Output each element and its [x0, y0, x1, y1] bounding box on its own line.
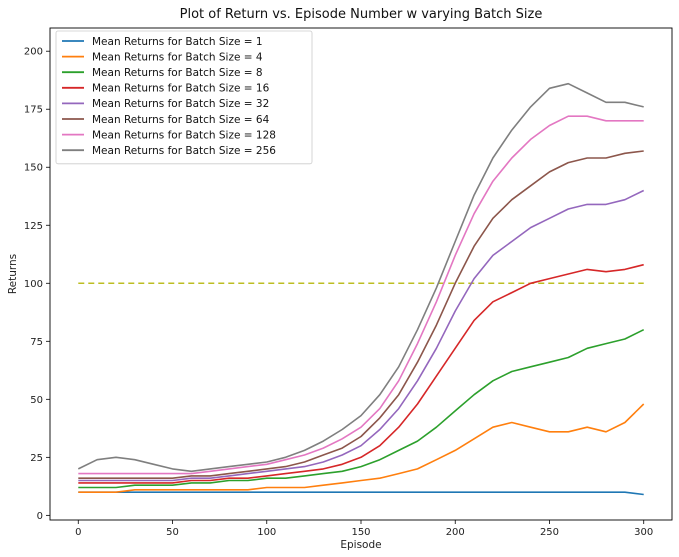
x-tick-label: 100 — [257, 527, 276, 538]
series-line-1 — [78, 491, 644, 496]
series-line-8 — [77, 82, 644, 473]
x-tick-label: 150 — [351, 527, 370, 538]
y-axis-title: Returns — [7, 254, 19, 294]
y-tick-label: 25 — [30, 453, 43, 464]
series-line-2 — [78, 403, 645, 494]
legend-entry: Mean Returns for Batch Size = 8 — [92, 67, 263, 79]
series-group — [77, 82, 645, 496]
y-tick-label: 75 — [30, 337, 43, 348]
legend-entry: Mean Returns for Batch Size = 32 — [92, 98, 269, 110]
x-tick-label: 250 — [540, 527, 559, 538]
y-tick-label: 200 — [24, 47, 43, 58]
series-line-7 — [78, 115, 644, 475]
y-tick-label: 0 — [37, 511, 43, 522]
x-axis-title: Episode — [340, 539, 381, 551]
legend-box — [55, 30, 313, 165]
legend-entry: Mean Returns for Batch Size = 16 — [92, 83, 270, 95]
chart-title: Plot of Return vs. Episode Number w vary… — [180, 7, 543, 22]
y-tick-label: 150 — [24, 163, 43, 174]
y-tick-label: 50 — [30, 395, 43, 406]
plot-area — [77, 82, 645, 496]
legend-entry: Mean Returns for Batch Size = 256 — [92, 145, 276, 157]
series-line-4 — [78, 263, 644, 484]
y-tick-label: 175 — [24, 105, 43, 116]
series-line-3 — [78, 328, 645, 489]
legend-entry: Mean Returns for Batch Size = 4 — [92, 51, 263, 63]
axes: 0 50 100 150 200 250 300 0 25 50 75 100 125 150 175 200 — [24, 47, 653, 538]
legend-entry: Mean Returns for Batch Size = 128 — [92, 129, 276, 141]
series-line-6 — [78, 150, 644, 480]
x-tick-label: 50 — [166, 527, 179, 538]
legend: Mean Returns for Batch Size = 1 Mean Retu… — [55, 30, 313, 165]
legend-entry: Mean Returns for Batch Size = 1 — [92, 36, 263, 48]
x-tick-label: 200 — [446, 527, 465, 538]
legend-entry: Mean Returns for Batch Size = 64 — [92, 114, 270, 126]
series-line-5 — [78, 189, 645, 482]
y-tick-label: 125 — [24, 221, 43, 232]
x-tick-label: 300 — [634, 527, 653, 538]
y-tick-label: 100 — [24, 279, 43, 290]
x-tick-label: 0 — [75, 527, 81, 538]
